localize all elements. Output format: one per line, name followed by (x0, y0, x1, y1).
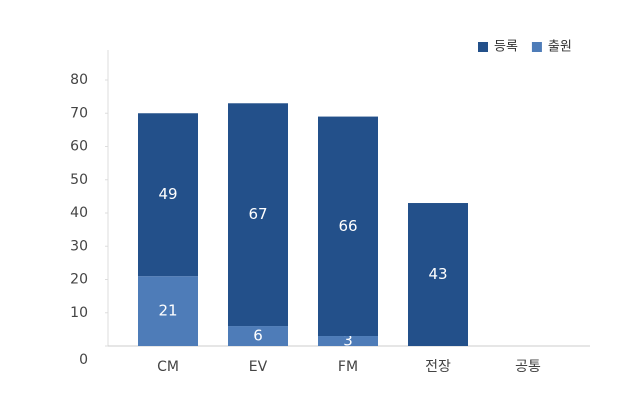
y-tick-label: 60 (70, 139, 88, 155)
legend-label: 등록 (494, 40, 518, 55)
y-tick-label: 70 (70, 105, 88, 121)
y-tick-label: 80 (70, 72, 88, 88)
bar-segment (138, 276, 198, 346)
value-label: 6 (253, 327, 263, 345)
value-label: 66 (338, 217, 357, 235)
bar-segment (228, 103, 288, 327)
y-tick-label: 20 (70, 272, 88, 288)
x-tick-label: EV (249, 359, 268, 375)
y-tick-label: 0 (79, 352, 88, 368)
y-tick-label: 40 (70, 205, 88, 221)
value-label: 43 (428, 265, 447, 283)
value-label: 3 (343, 332, 353, 350)
legend-swatch (478, 42, 488, 52)
x-tick-label: CM (157, 359, 179, 375)
bar-segment (408, 203, 468, 346)
bar-segment (318, 336, 378, 346)
x-tick-label: FM (338, 359, 358, 375)
x-tick-label: 전장 (425, 359, 451, 375)
bar-segment (228, 326, 288, 346)
value-label: 0 (523, 321, 533, 339)
x-tick-label: 공통 (515, 359, 541, 375)
value-label: 21 (158, 302, 177, 320)
bar-segment (138, 113, 198, 277)
y-tick-label: 30 (70, 238, 88, 254)
value-label: 49 (158, 185, 177, 203)
bar-segment (318, 116, 378, 337)
legend-swatch (531, 42, 542, 52)
legend-label: 출원 (548, 40, 572, 55)
value-label: 67 (248, 205, 267, 223)
y-tick-label: 50 (70, 172, 88, 188)
y-tick-label: 10 (70, 305, 88, 321)
